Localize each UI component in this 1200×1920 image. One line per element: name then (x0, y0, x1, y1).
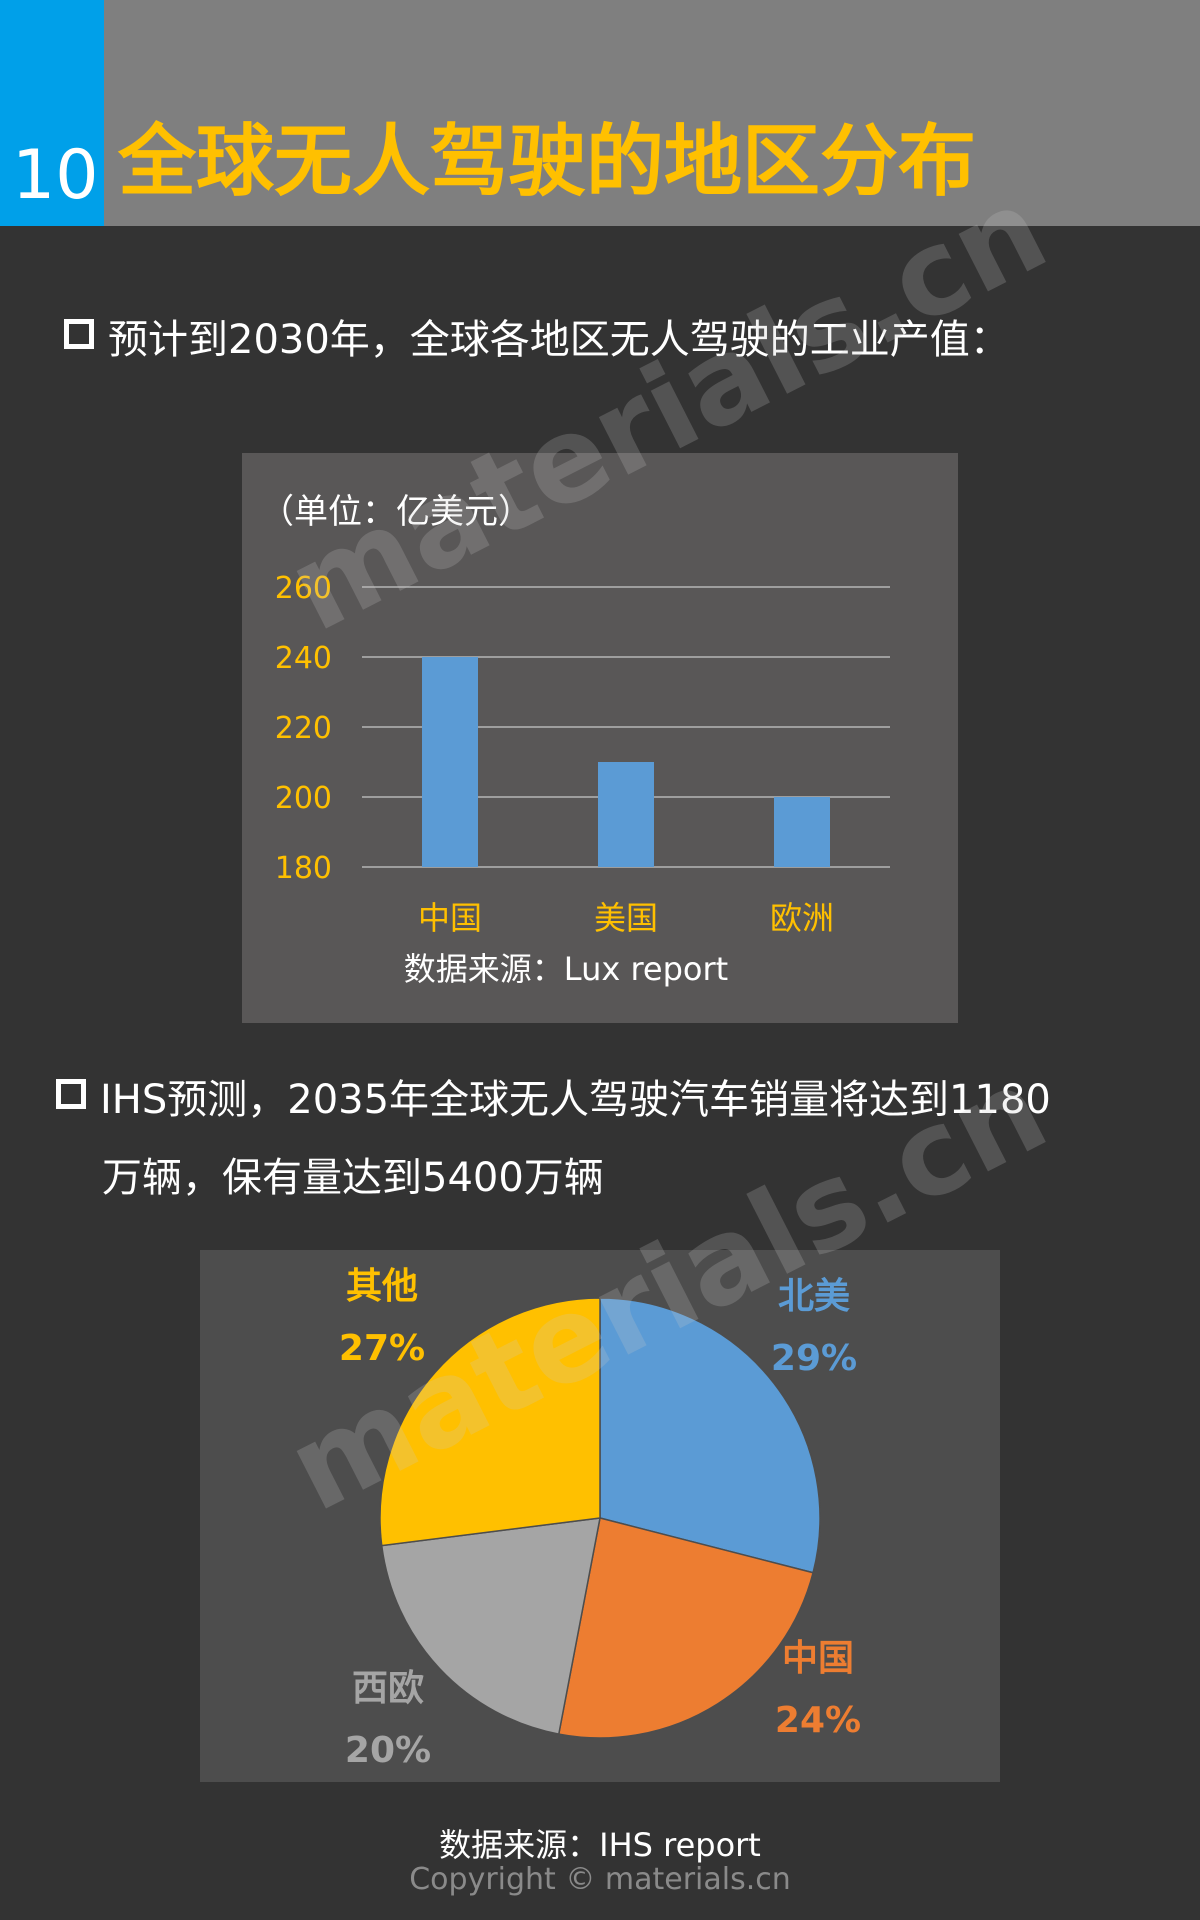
square-bullet-icon (56, 1079, 86, 1109)
slice-label: 北美 (778, 1276, 850, 1317)
section-number-box: 10 (0, 0, 104, 226)
y-tick-label: 260 (275, 571, 332, 606)
bullet-1-text: 预计到2030年，全球各地区无人驾驶的工业产值： (108, 317, 1010, 363)
slice-label: 中国 (782, 1638, 854, 1679)
pie-source: 数据来源：IHS report (439, 1826, 761, 1864)
pie-chart-panel: 北美 29% 中国 24% 西欧 20% 其他 27% (200, 1250, 1000, 1782)
slice-percent: 24% (775, 1700, 861, 1741)
bullet-1: 预计到2030年，全球各地区无人驾驶的工业产值： (64, 302, 1010, 378)
pie-slice (379, 1297, 601, 1547)
slice-percent: 20% (345, 1730, 431, 1771)
slice-label: 西欧 (352, 1668, 424, 1709)
y-tick-label: 180 (275, 851, 332, 886)
section-number: 10 (12, 136, 99, 215)
pie-slice (599, 1297, 821, 1574)
bar (774, 797, 830, 867)
bullet-2-line2: 万辆，保有量达到5400万辆 (102, 1140, 604, 1216)
x-tick-label: 欧洲 (770, 899, 834, 937)
x-tick-label: 中国 (418, 899, 482, 937)
square-bullet-icon (64, 319, 94, 349)
y-tick-label: 200 (275, 781, 332, 816)
bar (598, 762, 654, 867)
bar (422, 657, 478, 867)
y-tick-label: 220 (275, 711, 332, 746)
slice-percent: 29% (771, 1338, 857, 1379)
bar-source: 数据来源：Lux report (404, 950, 728, 988)
bullet-2-text-line1: IHS预测，2035年全球无人驾驶汽车销量将达到1180 (100, 1077, 1051, 1123)
page-title: 全球无人驾驶的地区分布 (118, 117, 977, 207)
x-tick-label: 美国 (594, 899, 658, 937)
slice-label: 其他 (346, 1266, 418, 1307)
pie-slice (557, 1517, 815, 1739)
unit-label: （单位：亿美元） (260, 492, 532, 532)
y-tick-label: 240 (275, 641, 332, 676)
bar-chart-panel: （单位：亿美元） 260 240 220 200 180 中国 美国 欧洲数据来源：Lux re… (242, 453, 958, 1023)
slice-percent: 27% (339, 1328, 425, 1369)
header-bar: 10 全球无人驾驶的地区分布 (0, 0, 1200, 226)
bullet-2-text-line2: 万辆，保有量达到5400万辆 (102, 1155, 604, 1201)
pie-slice (380, 1517, 601, 1735)
pie-chart: 北美 29% 中国 24% 西欧 20% 其他 27% (339, 1266, 861, 1771)
bullet-2: IHS预测，2035年全球无人驾驶汽车销量将达到1180 (56, 1062, 1051, 1138)
copyright: Copyright © materials.cn (409, 1862, 791, 1897)
